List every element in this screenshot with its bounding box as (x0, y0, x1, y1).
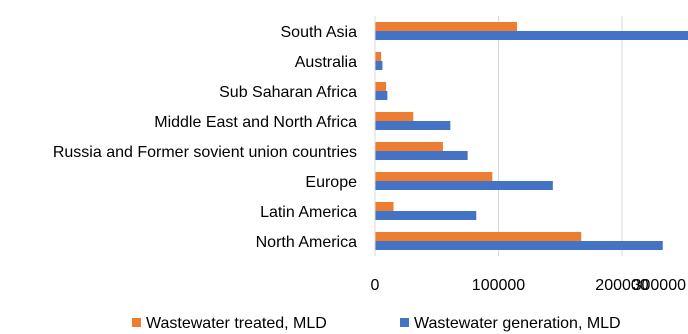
legend-label-0: Wastewater treated, MLD (146, 315, 327, 332)
category-label-4: Middle East and North Africa (154, 114, 357, 131)
bar-0-2 (375, 172, 493, 181)
x-tick-label-3: 300000 (633, 277, 686, 294)
bar-1-7 (375, 31, 688, 40)
x-tick-label-1: 100000 (472, 277, 525, 294)
legend-swatch-0 (132, 318, 141, 327)
gridlines (498, 16, 623, 256)
bar-1-0 (375, 241, 663, 250)
bar-0-7 (375, 22, 518, 31)
category-label-2: Europe (305, 174, 357, 191)
bar-0-0 (375, 232, 582, 241)
legend-label-1: Wastewater generation, MLD (414, 315, 621, 332)
bar-1-4 (375, 121, 451, 130)
bar-0-5 (375, 82, 387, 91)
legend: Wastewater treated, MLD Wastewater genera… (132, 315, 621, 332)
bar-1-3 (375, 151, 468, 160)
bar-1-2 (375, 181, 553, 190)
category-label-1: Latin America (260, 204, 357, 221)
legend-swatch-1 (400, 318, 409, 327)
x-tick-label-2: 200000 (595, 277, 648, 294)
category-label-6: Australia (295, 54, 357, 71)
bar-0-3 (375, 142, 443, 151)
bar-1-6 (375, 61, 383, 70)
category-labels: North America Latin America Europe Russia a… (53, 24, 357, 251)
category-label-0: North America (256, 234, 357, 251)
bar-1-5 (375, 91, 388, 100)
bar-0-1 (375, 202, 394, 211)
bars (375, 22, 688, 250)
bar-0-4 (375, 112, 414, 121)
bar-0-6 (375, 52, 382, 61)
category-label-3: Russia and Former sovient union countrie… (53, 144, 357, 161)
category-label-5: Sub Saharan Africa (219, 84, 357, 101)
category-label-7: South Asia (281, 24, 358, 41)
x-tick-label-0: 0 (371, 277, 380, 294)
bar-1-1 (375, 211, 477, 220)
